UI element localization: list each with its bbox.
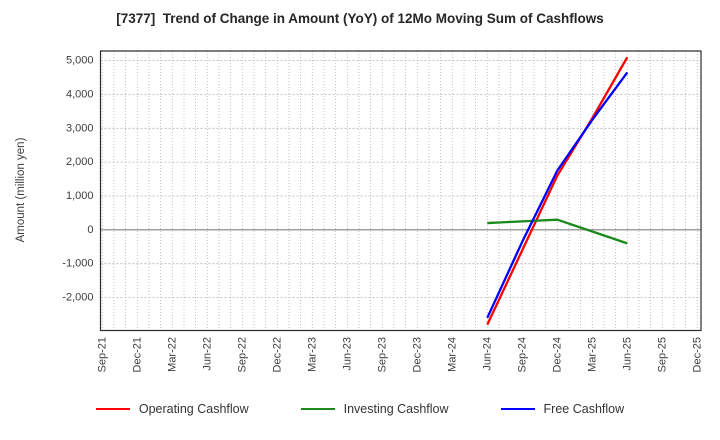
x-tick-label: Dec-22 bbox=[271, 337, 283, 372]
x-tick-label: Sep-24 bbox=[516, 337, 528, 372]
legend-swatch-investing-cashflow bbox=[300, 407, 335, 411]
legend-swatch-operating-cashflow bbox=[95, 407, 130, 411]
series-line-free-cashflow bbox=[486, 71, 629, 319]
x-tick-label: Dec-24 bbox=[551, 337, 563, 372]
y-tick-label: 1,000 bbox=[66, 190, 94, 202]
x-tick-label: Dec-21 bbox=[131, 337, 143, 372]
legend-label-free-cashflow: Free Cashflow bbox=[543, 402, 625, 416]
x-tick-label: Mar-22 bbox=[166, 337, 178, 372]
y-tick-label: 0 bbox=[87, 224, 93, 236]
y-tick-label: 4,000 bbox=[66, 88, 94, 100]
plot-border bbox=[99, 50, 702, 332]
x-tick-label: Mar-24 bbox=[446, 337, 458, 372]
y-tick-label: 2,000 bbox=[66, 156, 94, 168]
plot-area: 5,000 4,000 3,000 2,000 1,000 0 -1,000 -2,000 Se… bbox=[62, 50, 703, 372]
legend-label-investing-cashflow: Investing Cashflow bbox=[343, 402, 449, 416]
legend-swatch-free-cashflow bbox=[500, 407, 535, 411]
x-tick-label: Sep-21 bbox=[96, 337, 108, 372]
series-line-operating-cashflow bbox=[486, 56, 629, 326]
chart-legend: Operating Cashflow Investing Cashflow Fr… bbox=[0, 402, 720, 416]
y-tick-label: -2,000 bbox=[62, 292, 93, 304]
x-tick-label: Sep-25 bbox=[656, 337, 668, 372]
x-tick-label: Dec-25 bbox=[691, 337, 703, 372]
x-tick-label: Mar-25 bbox=[586, 337, 598, 372]
x-tick-label: Jun-25 bbox=[621, 337, 633, 371]
legend-item-free-cashflow: Free Cashflow bbox=[500, 402, 625, 416]
x-tick-label: Mar-23 bbox=[306, 337, 318, 372]
y-tick-label: -1,000 bbox=[62, 258, 93, 270]
x-tick-label: Jun-24 bbox=[481, 337, 493, 371]
x-tick-label: Jun-23 bbox=[341, 337, 353, 371]
x-tick-label: Dec-23 bbox=[411, 337, 423, 372]
x-tick-label: Sep-22 bbox=[236, 337, 248, 372]
legend-item-investing-cashflow: Investing Cashflow bbox=[300, 402, 449, 416]
legend-item-operating-cashflow: Operating Cashflow bbox=[95, 402, 249, 416]
chart-title: [7377] Trend of Change in Amount (YoY) o… bbox=[116, 11, 604, 26]
x-tick-label: Sep-23 bbox=[376, 337, 388, 372]
y-tick-label: 5,000 bbox=[66, 55, 94, 67]
series-line-investing-cashflow bbox=[487, 218, 628, 245]
y-tick-label: 3,000 bbox=[66, 122, 94, 134]
legend-label-operating-cashflow: Operating Cashflow bbox=[138, 402, 249, 416]
x-tick-label: Jun-22 bbox=[201, 337, 213, 371]
